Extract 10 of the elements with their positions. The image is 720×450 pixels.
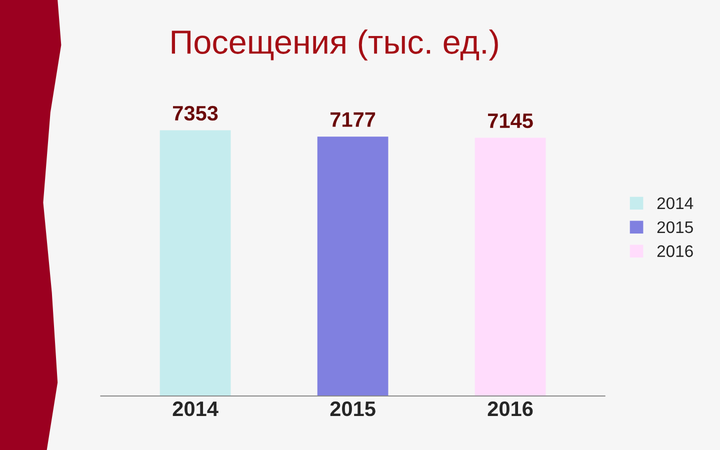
data-label: 7145 [488, 114, 533, 128]
legend-label: 2014 [657, 197, 694, 210]
x-tick-label: 2015 [330, 401, 376, 416]
legend-label: 2016 [657, 245, 693, 258]
data-label: 7177 [330, 112, 376, 127]
legend-label: 2015 [657, 221, 693, 234]
x-tick-label: 2014 [172, 401, 218, 416]
x-tick-label: 2016 [488, 401, 533, 416]
chart-title: Посещения (тыс. ед.) [172, 29, 498, 61]
data-label: 7353 [173, 106, 218, 121]
